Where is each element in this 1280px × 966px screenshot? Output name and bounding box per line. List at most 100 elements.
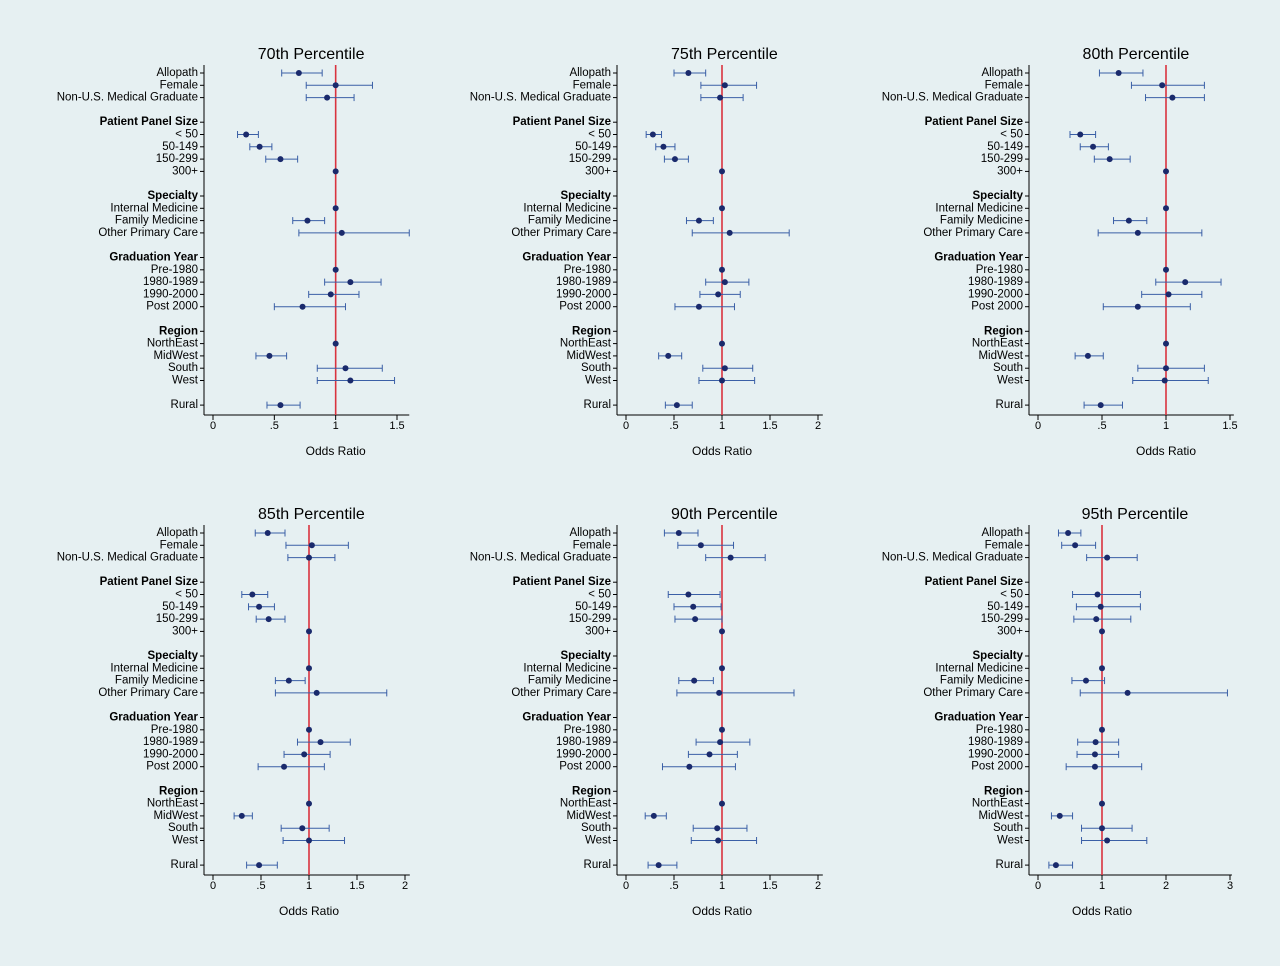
- row-label: Female: [160, 539, 198, 551]
- x-tick-label: 1: [333, 420, 339, 432]
- row-label: Internal Medicine: [523, 202, 611, 214]
- row-label: Non-U.S. Medical Graduate: [470, 552, 611, 564]
- row-label: 300+: [585, 165, 611, 177]
- row-label: 1980-1989: [143, 736, 198, 748]
- row-label: 150-299: [981, 153, 1023, 165]
- row-label: < 50: [1000, 129, 1023, 141]
- row-label: 50-149: [162, 601, 198, 613]
- odds-ratio-point: [691, 677, 698, 684]
- group-header-label: Specialty: [148, 650, 199, 662]
- row-label: 150-299: [156, 153, 198, 165]
- odds-ratio-point: [249, 591, 256, 598]
- odds-ratio-point: [256, 862, 263, 869]
- group-header-label: Region: [159, 785, 198, 797]
- row-label: Other Primary Care: [98, 227, 198, 239]
- group-header-label: Region: [984, 785, 1023, 797]
- odds-ratio-point: [1094, 591, 1101, 598]
- odds-ratio-point: [347, 377, 354, 384]
- odds-ratio-point: [306, 726, 312, 733]
- odds-ratio-point: [1099, 726, 1105, 733]
- group-header-label: Graduation Year: [522, 712, 611, 724]
- odds-ratio-point: [665, 352, 672, 359]
- odds-ratio-point: [721, 82, 728, 89]
- odds-ratio-point: [660, 143, 667, 150]
- odds-ratio-point: [265, 616, 272, 623]
- row-label: 1990-2000: [968, 748, 1023, 760]
- group-header-label: Region: [572, 325, 611, 337]
- odds-ratio-point: [1083, 677, 1089, 684]
- row-label: Female: [573, 539, 611, 551]
- row-label: Internal Medicine: [110, 662, 198, 674]
- odds-ratio-point: [1165, 291, 1172, 298]
- odds-ratio-point: [1065, 530, 1072, 536]
- row-label: Allopath: [569, 67, 611, 79]
- x-tick-label: .5: [669, 880, 678, 892]
- odds-ratio-point: [671, 156, 678, 163]
- row-label: Other Primary Care: [923, 687, 1023, 699]
- row-label: Pre-1980: [151, 724, 198, 736]
- row-label: 300+: [997, 625, 1023, 637]
- group-header-label: Graduation Year: [109, 712, 198, 724]
- odds-ratio-point: [256, 143, 263, 150]
- x-axis-label: Odds Ratio: [306, 444, 366, 458]
- row-label: Post 2000: [971, 301, 1023, 313]
- odds-ratio-point: [304, 217, 311, 224]
- odds-ratio-point: [266, 352, 273, 359]
- odds-ratio-point: [1134, 229, 1141, 236]
- panel-title: 85th Percentile: [258, 506, 365, 523]
- x-tick-label: 2: [815, 420, 821, 432]
- odds-ratio-point: [299, 825, 306, 832]
- row-label: Rural: [171, 859, 198, 871]
- odds-ratio-point: [1052, 862, 1059, 869]
- odds-ratio-point: [1163, 340, 1169, 347]
- row-label: < 50: [588, 589, 611, 601]
- x-tick-label: 1: [719, 880, 725, 892]
- row-label: 150-299: [569, 613, 611, 625]
- row-label: South: [168, 822, 198, 834]
- odds-ratio-point: [1115, 70, 1122, 76]
- odds-ratio-point: [695, 217, 702, 224]
- row-label: NorthEast: [147, 338, 199, 350]
- x-axis-label: Odds Ratio: [692, 444, 752, 458]
- odds-ratio-point: [721, 279, 728, 286]
- odds-ratio-point: [649, 131, 656, 138]
- odds-ratio-point: [295, 70, 302, 76]
- row-label: Non-U.S. Medical Graduate: [57, 92, 198, 104]
- row-label: < 50: [588, 129, 611, 141]
- odds-ratio-point: [243, 131, 250, 138]
- odds-ratio-point: [726, 229, 733, 236]
- odds-ratio-point: [1134, 303, 1141, 310]
- row-label: 1980-1989: [143, 276, 198, 288]
- x-tick-label: .5: [669, 420, 678, 432]
- odds-ratio-point: [1093, 616, 1100, 623]
- row-label: Internal Medicine: [935, 662, 1023, 674]
- row-label: Internal Medicine: [935, 202, 1023, 214]
- x-tick-label: 0: [1035, 420, 1041, 432]
- row-label: West: [997, 835, 1024, 847]
- group-header-label: Patient Panel Size: [100, 576, 198, 588]
- x-tick-label: 3: [1227, 880, 1233, 892]
- x-tick-label: 0: [1035, 880, 1041, 892]
- odds-ratio-point: [686, 763, 693, 770]
- odds-ratio-point: [717, 739, 724, 746]
- x-tick-label: 1.5: [389, 420, 404, 432]
- odds-ratio-point: [719, 800, 725, 807]
- group-header-label: Graduation Year: [934, 252, 1023, 264]
- row-label: 1990-2000: [556, 288, 611, 300]
- row-label: Pre-1980: [151, 264, 198, 276]
- odds-ratio-point: [719, 665, 725, 672]
- group-header-label: Specialty: [973, 650, 1024, 662]
- odds-ratio-point: [706, 751, 713, 758]
- odds-ratio-point: [697, 542, 704, 549]
- odds-ratio-point: [685, 70, 692, 76]
- row-label: Female: [573, 79, 611, 91]
- odds-ratio-point: [719, 340, 725, 347]
- odds-ratio-point: [719, 205, 725, 212]
- odds-ratio-point: [719, 628, 725, 635]
- odds-ratio-point: [1099, 665, 1105, 672]
- odds-ratio-point: [1163, 365, 1169, 372]
- row-label: MidWest: [566, 810, 611, 822]
- row-label: Family Medicine: [115, 675, 198, 687]
- row-label: 1990-2000: [143, 748, 198, 760]
- odds-ratio-point: [1077, 131, 1084, 138]
